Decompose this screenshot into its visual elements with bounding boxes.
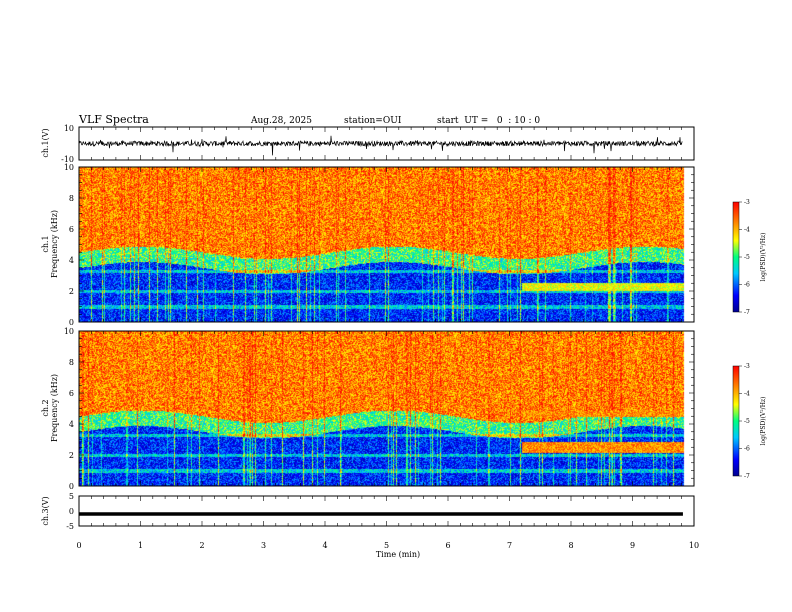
colorbar-tick-label: -7 [744, 309, 750, 316]
ch1-spectrogram-ylabel-1: ch.1 [41, 235, 50, 252]
ch1-colorbar [732, 201, 740, 313]
time-axis-ticks [78, 127, 695, 526]
ch3-ytick-bottom: -5 [66, 522, 74, 531]
y-tick-label: 0 [69, 318, 74, 327]
y-tick-label: 10 [64, 327, 74, 336]
colorbar-tick-label: -3 [744, 199, 750, 206]
colorbar-tick-label: -3 [744, 363, 750, 370]
y-tick-label: 6 [69, 225, 74, 234]
station-label: station=OUI [344, 116, 402, 126]
y-tick-label: 2 [69, 451, 74, 460]
ch1-spectrogram-image [79, 167, 694, 322]
time-axis-title: Time (min) [376, 550, 420, 559]
y-tick-label: 8 [69, 358, 74, 367]
colorbar-tick-label: -5 [744, 418, 750, 425]
y-tick-label: 4 [69, 256, 74, 265]
colorbar-tick-label: -4 [744, 227, 750, 234]
ch1-waveform-panel: 10 -10 ch.1(V) [41, 124, 695, 164]
ch1-waveform-trace [78, 135, 683, 156]
ch1-spectrogram-ylabel-2: Frequency (kHz) [50, 210, 59, 278]
ch1-waveform-ylabel: ch.1(V) [41, 128, 50, 157]
y-tick-label: 4 [69, 420, 74, 429]
x-tick-label: 10 [689, 541, 699, 550]
y-tick-label: 6 [69, 389, 74, 398]
start-time-label: start UT = 0 : 10 : 0 [437, 116, 540, 126]
y-tick-label: 8 [69, 194, 74, 203]
time-axis-labels: 0 1 2 3 4 5 6 7 8 9 10 [76, 541, 699, 550]
x-tick-label: 6 [445, 541, 450, 550]
date-label: Aug.28, 2025 [250, 116, 312, 126]
ch1-ytick-top: 10 [64, 124, 74, 133]
x-tick-label: 3 [261, 541, 266, 550]
x-tick-label: 2 [199, 541, 204, 550]
x-tick-label: 4 [322, 541, 327, 550]
colorbar-tick-label: -7 [744, 473, 750, 480]
x-tick-label: 9 [630, 541, 635, 550]
x-tick-label: 0 [76, 541, 81, 550]
y-tick-label: 0 [69, 482, 74, 491]
ch2-spectrogram-ylabel-1: ch.2 [41, 399, 50, 416]
y-tick-label: 2 [69, 287, 74, 296]
ch1-ytick-bottom: -10 [61, 155, 74, 164]
y-tick-label: 10 [64, 163, 74, 172]
ch2-spectrogram-image [79, 331, 694, 486]
ch3-ytick-mid: 0 [69, 507, 74, 516]
x-tick-label: 1 [138, 541, 143, 550]
colorbar-tick-label: -4 [744, 391, 750, 398]
ch3-waveform-panel: 5 0 -5 ch.3(V) [41, 492, 695, 531]
ch2-colorbar [732, 365, 740, 477]
ch2-colorbar-label: log(PSD)(V²/Hz) [760, 397, 767, 446]
ch1-colorbar-label: log(PSD)(V²/Hz) [760, 233, 767, 282]
ch1-waveform-line [78, 135, 683, 156]
ch2-spectrogram-ylabel-2: Frequency (kHz) [50, 374, 59, 442]
figure-title: VLF Spectra [78, 113, 149, 126]
x-tick-label: 5 [384, 541, 389, 550]
ch3-waveform-ylabel: ch.3(V) [41, 496, 50, 525]
x-tick-label: 8 [568, 541, 573, 550]
colorbar-tick-label: -5 [744, 254, 750, 261]
ch3-ytick-top: 5 [69, 492, 74, 501]
colorbar-tick-label: -6 [744, 282, 750, 289]
x-tick-label: 7 [507, 541, 512, 550]
colorbar-tick-label: -6 [744, 446, 750, 453]
